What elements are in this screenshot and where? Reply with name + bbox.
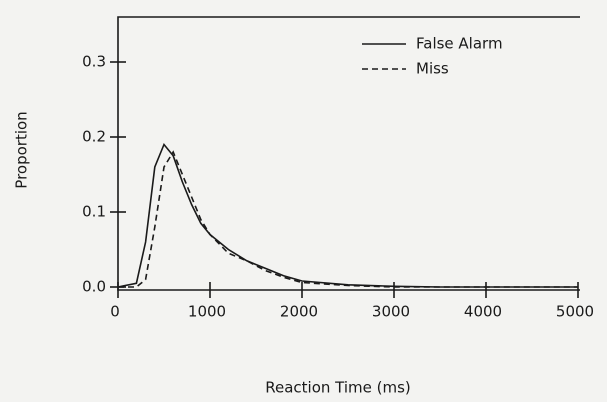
x-tick-label: 2000 xyxy=(280,303,318,321)
y-tick-label: 0.3 xyxy=(82,53,106,71)
y-tick-label: 0.1 xyxy=(82,203,106,221)
x-tick-label: 3000 xyxy=(372,303,410,321)
y-tick-label: 0.2 xyxy=(82,128,106,146)
y-axis-label: Proportion xyxy=(13,111,31,188)
x-tick-label: 0 xyxy=(110,303,120,321)
series-line xyxy=(118,150,578,288)
x-tick-label: 4000 xyxy=(464,303,502,321)
legend-label: False Alarm xyxy=(416,35,503,53)
x-tick-label: 5000 xyxy=(556,303,594,321)
y-tick-label: 0.0 xyxy=(82,278,106,296)
axis-frame xyxy=(117,16,580,291)
x-axis-label: Reaction Time (ms) xyxy=(265,379,411,397)
legend-label: Miss xyxy=(416,60,449,78)
x-tick-label: 1000 xyxy=(188,303,226,321)
series-line xyxy=(117,142,578,288)
